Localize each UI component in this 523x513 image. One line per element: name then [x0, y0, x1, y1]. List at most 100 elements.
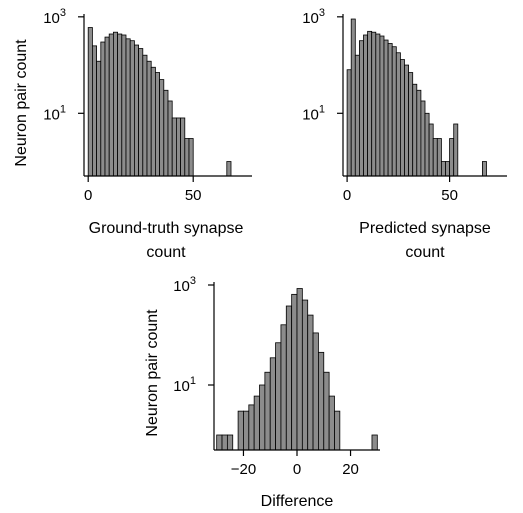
- ground-truth-bar: [96, 60, 102, 177]
- difference-ytick-label: 103: [173, 275, 196, 295]
- difference-bar: [243, 410, 250, 451]
- predicted-bar: [346, 69, 352, 177]
- ground-truth-bar: [129, 40, 135, 177]
- difference-bar: [334, 410, 341, 451]
- predicted-bar: [391, 46, 397, 177]
- predicted-bar: [404, 64, 409, 177]
- predicted-bar: [371, 31, 377, 177]
- predicted-bar: [416, 89, 422, 177]
- ground-truth-bar: [175, 117, 181, 177]
- predicted-bar: [440, 161, 446, 177]
- predicted-bar: [436, 138, 442, 177]
- ground-truth-bar: [150, 66, 156, 177]
- ground-truth-bar: [184, 138, 190, 177]
- difference-bar: [248, 404, 255, 451]
- predicted-xtick-label: 50: [441, 187, 458, 204]
- predicted-bar: [383, 39, 389, 177]
- difference-bar: [301, 299, 309, 451]
- predicted-bar: [375, 33, 381, 177]
- ground-truth-bar: [138, 48, 144, 177]
- ground-truth-bar: [188, 138, 194, 177]
- difference-bar: [312, 332, 319, 451]
- ground-truth-bar: [180, 117, 186, 177]
- ground-truth-bar: [167, 100, 173, 177]
- difference-bar: [259, 384, 266, 451]
- ground-truth-bar: [125, 38, 131, 177]
- difference-bar: [226, 434, 234, 451]
- difference-xtick-label: 0: [293, 461, 301, 478]
- difference-bar: [280, 324, 287, 451]
- difference-ytick-label: 101: [173, 375, 196, 395]
- predicted-x-axis-title-line1: Predicted synapse: [359, 220, 491, 237]
- predicted-ytick-label: 103: [302, 7, 325, 27]
- difference-bar: [318, 351, 325, 451]
- ground-truth-bar: [226, 161, 232, 177]
- predicted-bar: [420, 100, 426, 177]
- predicted-bar: [363, 34, 368, 177]
- difference-bar: [275, 342, 282, 451]
- predicted-bar: [395, 52, 401, 177]
- ground-truth-histogram-panel: 103 101 0 50 Neuron pair count Ground-trut…: [13, 7, 252, 261]
- ground-truth-bar: [108, 33, 114, 177]
- predicted-bar: [432, 138, 438, 177]
- predicted-bar: [354, 54, 360, 177]
- ground-truth-ytick-label: 103: [43, 7, 66, 27]
- difference-bar: [291, 293, 298, 451]
- ground-truth-bar: [154, 72, 160, 177]
- predicted-bar: [412, 83, 418, 177]
- predicted-bar: [424, 112, 430, 177]
- predicted-histogram-panel: 103 101 0 50 Predicted synapse count: [302, 7, 507, 261]
- ground-truth-bar: [87, 27, 93, 177]
- predicted-bar: [408, 72, 414, 177]
- predicted-bar: [379, 35, 385, 177]
- ground-truth-bar: [92, 45, 98, 177]
- difference-bar: [269, 357, 276, 451]
- predicted-bar: [399, 59, 405, 177]
- predicted-xtick-label: 0: [343, 187, 351, 204]
- difference-bar: [307, 314, 314, 451]
- difference-x-axis-title: Difference: [261, 493, 334, 510]
- difference-y-axis-title: Neuron pair count: [144, 309, 161, 437]
- ground-truth-bar: [171, 117, 177, 177]
- predicted-x-axis-title-line2: count: [405, 244, 445, 261]
- difference-bar: [328, 395, 335, 451]
- ground-truth-xtick-label: 50: [185, 187, 202, 204]
- predicted-bar: [481, 161, 487, 177]
- ground-truth-x-axis-title-line2: count: [146, 244, 186, 261]
- ground-truth-bar: [117, 33, 123, 177]
- predicted-bar: [350, 18, 356, 177]
- difference-bar: [323, 371, 330, 451]
- difference-xtick-label: −20: [231, 461, 256, 478]
- difference-bar: [253, 395, 260, 451]
- ground-truth-bar: [146, 60, 152, 177]
- difference-bar: [237, 410, 244, 451]
- predicted-bar: [358, 40, 364, 177]
- ground-truth-bar: [104, 36, 110, 177]
- difference-bar: [296, 288, 303, 451]
- ground-truth-y-axis-title: Neuron pair count: [13, 39, 30, 167]
- difference-bar: [285, 305, 293, 451]
- predicted-bar: [453, 123, 459, 177]
- ground-truth-bar: [100, 41, 106, 177]
- difference-xtick-label: 20: [342, 461, 359, 478]
- predicted-bar: [387, 43, 393, 177]
- predicted-bar: [367, 30, 373, 177]
- ground-truth-bar: [142, 54, 148, 177]
- ground-truth-bar: [133, 44, 139, 177]
- difference-bar: [371, 434, 378, 451]
- ground-truth-bar: [163, 89, 169, 177]
- difference-bar: [216, 434, 223, 451]
- ground-truth-ytick-label: 101: [43, 103, 66, 123]
- difference-histogram-panel: 103 101 −20 0 20 Neuron pair count Differen…: [144, 275, 380, 510]
- ground-truth-bar: [159, 79, 165, 177]
- predicted-bar: [445, 161, 450, 177]
- predicted-ytick-label: 101: [302, 103, 325, 123]
- ground-truth-xtick-label: 0: [84, 187, 92, 204]
- ground-truth-bar: [113, 31, 119, 177]
- predicted-bar: [449, 138, 455, 177]
- ground-truth-x-axis-title-line1: Ground-truth synapse: [89, 220, 244, 237]
- difference-bar: [264, 371, 271, 451]
- difference-bar: [221, 434, 228, 451]
- predicted-bar: [428, 123, 434, 177]
